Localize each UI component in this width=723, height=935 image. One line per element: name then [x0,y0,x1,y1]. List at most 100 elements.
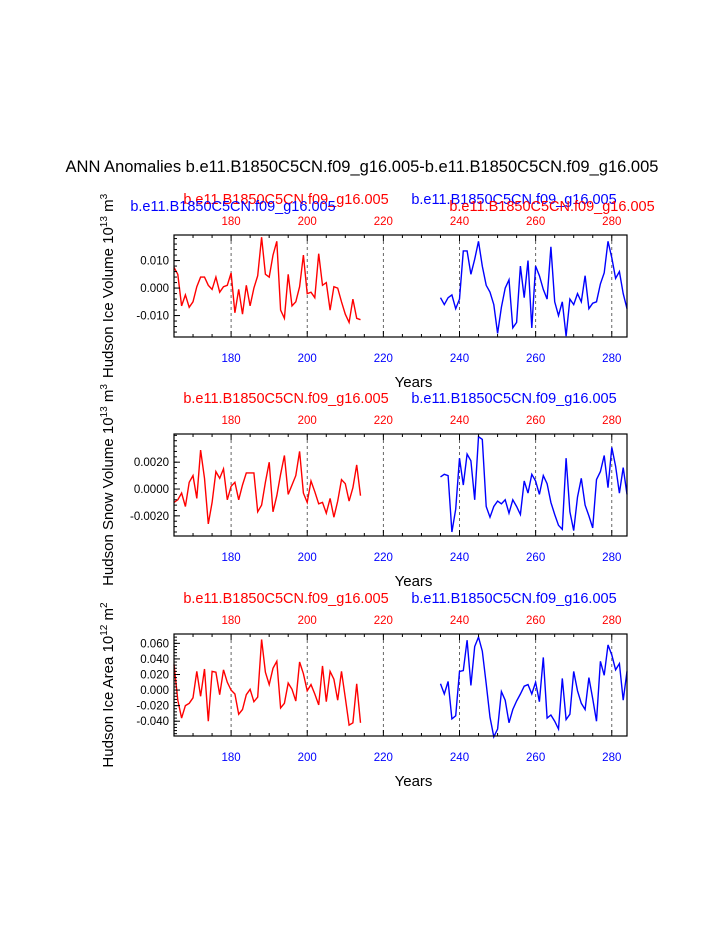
data-point [558,315,559,316]
data-point [219,478,220,479]
x-axis-label: Years [395,573,433,590]
data-point [508,279,509,280]
data-point [276,495,277,496]
data-point [356,464,357,465]
data-point [318,503,319,504]
data-point [569,299,570,300]
data-point [238,499,239,500]
data-point [596,721,597,722]
data-point [486,285,487,286]
y-axis-label-unit: m [100,608,117,625]
data-point [192,475,193,476]
x-tick-label-top: 260 [526,615,545,627]
data-point [284,318,285,319]
data-point [547,299,548,300]
y-tick-label: -0.010 [136,311,169,323]
data-point [489,517,490,518]
data-point [615,278,616,279]
data-point [501,503,502,504]
x-tick-label-top: 200 [298,216,317,228]
data-point [588,677,589,678]
data-point [215,471,216,472]
data-point [272,668,273,669]
y-tick-label: 0.0000 [134,484,169,496]
data-point [573,671,574,672]
data-point [212,502,213,503]
y-tick-label: 0.020 [140,669,169,681]
data-point [497,728,498,729]
data-point [219,694,220,695]
data-point [189,307,190,308]
data-point [455,308,456,309]
data-point [440,297,441,298]
legend-label-blue: b.e11.B1850C5CN.f09_g16.005 [411,391,616,407]
data-point [345,314,346,315]
x-tick-label-top: 200 [298,615,317,627]
series-line-red [173,237,361,325]
data-point [212,289,213,290]
data-point [360,319,361,320]
data-point [592,527,593,528]
data-point [470,685,471,686]
x-tick-label-top: 180 [222,216,241,228]
data-point [250,472,251,473]
data-point [204,478,205,479]
data-point [459,458,460,459]
x-tick-label-top: 240 [450,415,469,427]
data-point [227,499,228,500]
data-point [303,673,304,674]
data-point [581,478,582,479]
panel-1: 0.010 0.000 -0.010 180 180 200 200 220 220 240 240… [99,192,655,391]
data-point [440,476,441,477]
data-point [242,709,243,710]
data-point [204,668,205,669]
data-point [265,482,266,483]
data-point [520,266,521,267]
data-point [280,707,281,708]
data-point [288,683,289,684]
x-tick-label-bottom: 200 [298,353,317,365]
data-point [352,722,353,723]
y-axis-label-unit-exp: 3 [99,193,110,199]
data-point [345,483,346,484]
data-point [543,289,544,290]
data-point [535,682,536,683]
data-point [535,266,536,267]
x-tick-label-bottom: 200 [298,752,317,764]
data-point [531,474,532,475]
data-point [543,657,544,658]
x-tick-label-bottom: 260 [526,752,545,764]
y-tick-label: -0.0020 [130,511,169,523]
data-point [554,514,555,515]
data-point [337,501,338,502]
x-tick-label-bottom: 240 [450,752,469,764]
data-point [508,722,509,723]
legend-label-red: b.e11.B1850C5CN.f09_g16.005 [183,591,388,607]
data-point [448,475,449,476]
x-tick-label-bottom: 180 [222,552,241,564]
data-point [566,719,567,720]
data-point [531,327,532,328]
data-point [204,277,205,278]
data-point [512,709,513,710]
data-point [360,722,361,723]
data-point [600,661,601,662]
data-point [356,683,357,684]
data-point [253,701,254,702]
x-tick-label-bottom: 260 [526,552,545,564]
data-point [524,297,525,298]
x-tick-label-bottom: 220 [374,552,393,564]
data-point [208,285,209,286]
panel-3: 0.060 0.040 0.020 0.000 -0.020 -0.040 180 180 20… [99,591,628,790]
series-line-blue [440,435,628,533]
data-point [596,301,597,302]
data-point [231,690,232,691]
data-point [295,700,296,701]
y-axis-label-exp: 13 [99,216,110,228]
data-point [562,529,563,530]
data-point [619,493,620,494]
y-tick-label: 0.060 [140,638,169,650]
data-point [604,675,605,676]
data-point [463,670,464,671]
data-point [242,314,243,315]
